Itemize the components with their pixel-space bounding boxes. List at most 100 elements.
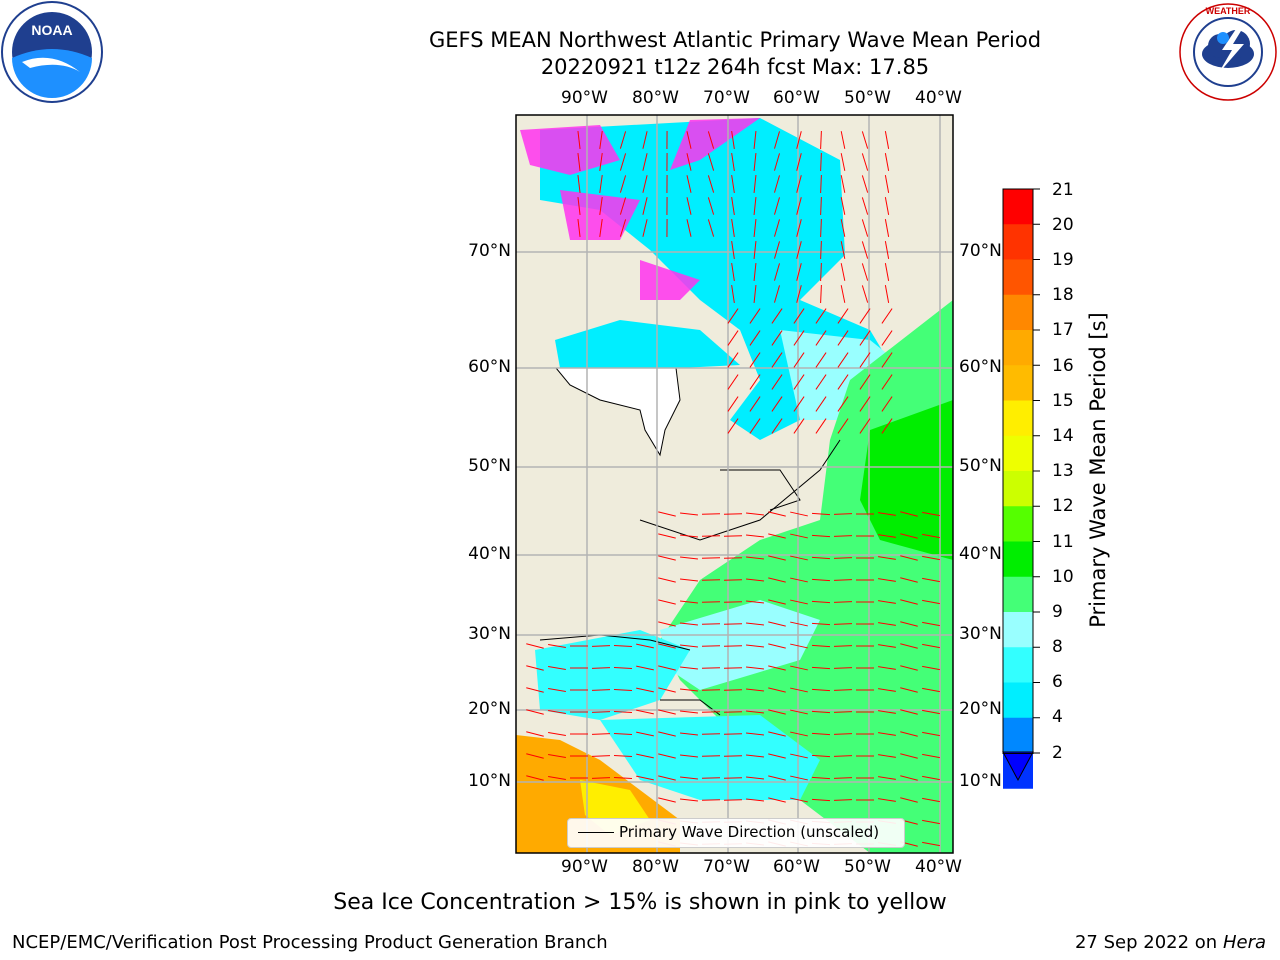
wave-direction-arrow bbox=[840, 175, 846, 193]
wave-direction-arrow bbox=[900, 555, 918, 561]
wave-direction-arrow bbox=[745, 644, 765, 648]
wave-direction-arrow bbox=[859, 396, 871, 412]
lon-label-bottom-80w: 80°W bbox=[632, 857, 679, 877]
wave-direction-arrow bbox=[790, 753, 808, 759]
wave-direction-arrow bbox=[613, 666, 633, 670]
wave-direction-arrow bbox=[619, 175, 627, 193]
lon-label-top-50w: 50°W bbox=[844, 88, 891, 108]
wave-direction-arrow bbox=[658, 709, 676, 715]
wave-direction-arrow bbox=[811, 512, 831, 516]
wave-direction-arrow bbox=[833, 777, 853, 779]
wave-direction-arrow bbox=[771, 330, 783, 346]
colorbar-tick: 21 bbox=[1052, 180, 1074, 200]
wave-direction-arrow bbox=[723, 601, 743, 603]
colorbar-tick: 9 bbox=[1052, 602, 1063, 622]
wave-direction-arrow bbox=[811, 556, 831, 560]
wave-direction-arrow bbox=[922, 819, 940, 825]
ocean-cyan-hudson bbox=[555, 320, 740, 368]
wave-direction-arrow bbox=[548, 732, 566, 736]
wave-direction-arrow bbox=[680, 578, 698, 582]
lon-label-bottom-60w: 60°W bbox=[773, 857, 820, 877]
wave-direction-arrow bbox=[768, 533, 786, 539]
wave-direction-arrow bbox=[878, 798, 896, 802]
colorbar-tick: 19 bbox=[1052, 250, 1074, 270]
wave-direction-arrow bbox=[881, 396, 893, 412]
wave-direction-arrow bbox=[881, 330, 893, 346]
wave-direction-arrow bbox=[686, 219, 692, 237]
wave-direction-arrow bbox=[833, 645, 853, 647]
wave-direction-arrow bbox=[900, 533, 918, 539]
wave-direction-arrow bbox=[731, 241, 735, 259]
wave-direction-arrow bbox=[837, 374, 849, 390]
wave-direction-arrow bbox=[577, 153, 581, 171]
wave-direction-arrow bbox=[922, 687, 940, 693]
wave-direction-arrow bbox=[526, 709, 544, 715]
wave-direction-arrow bbox=[658, 511, 676, 517]
wave-direction-arrow bbox=[922, 533, 940, 539]
lat-label-right-70n: 70°N bbox=[959, 241, 1002, 261]
wave-direction-arrow bbox=[591, 645, 611, 647]
wave-direction-arrow bbox=[790, 775, 808, 781]
wave-direction-arrow bbox=[723, 579, 743, 581]
wave-direction-arrow bbox=[811, 600, 831, 604]
wave-direction-arrow bbox=[548, 710, 566, 714]
wave-direction-arrow bbox=[591, 689, 611, 691]
wave-direction-arrow bbox=[793, 396, 805, 412]
wave-direction-arrow bbox=[881, 374, 893, 390]
wave-direction-arrow bbox=[599, 153, 603, 171]
wave-direction-arrow bbox=[790, 731, 808, 737]
wave-direction-arrow bbox=[619, 153, 627, 171]
wave-direction-arrow bbox=[680, 732, 698, 736]
wave-direction-arrow bbox=[811, 622, 831, 626]
wave-direction-arrow bbox=[793, 374, 805, 390]
wave-direction-arrow bbox=[745, 512, 765, 516]
wave-direction-arrow bbox=[900, 577, 918, 583]
wave-direction-arrow bbox=[820, 130, 822, 150]
wave-direction-arrow bbox=[745, 754, 765, 758]
wave-direction-arrow bbox=[771, 308, 783, 324]
wave-direction-arrow bbox=[881, 352, 893, 368]
wave-direction-arrow bbox=[731, 263, 735, 281]
wave-direction-arrow bbox=[811, 754, 831, 758]
wave-direction-arrow bbox=[745, 732, 765, 736]
wave-direction-arrow bbox=[636, 775, 654, 781]
wave-direction-arrow bbox=[900, 599, 918, 605]
wave-direction-arrow bbox=[878, 666, 896, 670]
wave-direction-arrow bbox=[642, 219, 648, 237]
wave-direction-arrow bbox=[642, 197, 648, 215]
wave-direction-arrow bbox=[833, 601, 853, 603]
wave-direction-arrow bbox=[548, 666, 566, 670]
ocean-green-dark bbox=[860, 400, 953, 560]
colorbar-title: Primary Wave Mean Period [s] bbox=[1086, 312, 1110, 628]
sea-ice-area bbox=[560, 190, 640, 240]
wave-direction-arrow bbox=[723, 777, 743, 779]
wave-direction-arrow bbox=[861, 197, 869, 215]
wave-direction-arrow bbox=[680, 622, 698, 626]
wave-direction-arrow bbox=[749, 396, 761, 412]
wave-direction-arrow bbox=[745, 710, 765, 714]
wave-direction-arrow bbox=[790, 709, 808, 715]
wave-direction-arrow bbox=[900, 797, 918, 803]
wave-direction-arrow bbox=[680, 556, 698, 560]
wave-direction-arrow bbox=[745, 600, 765, 604]
wave-direction-arrow bbox=[642, 175, 648, 193]
nws-logo: WEATHER bbox=[1179, 3, 1277, 101]
colorbar bbox=[1002, 188, 1040, 789]
wave-direction-arrow bbox=[840, 219, 846, 237]
footer-date-text: 27 Sep 2022 on bbox=[1074, 932, 1218, 953]
wave-direction-arrow bbox=[820, 152, 822, 172]
colorbar-tick: 6 bbox=[1052, 672, 1063, 692]
wave-direction-arrow bbox=[900, 511, 918, 517]
wave-direction-arrow bbox=[774, 175, 780, 193]
wave-direction-arrow bbox=[591, 755, 611, 757]
wave-direction-arrow bbox=[861, 175, 869, 193]
wave-direction-arrow bbox=[859, 330, 871, 346]
wave-direction-arrow bbox=[658, 599, 676, 605]
wave-direction-arrow bbox=[922, 753, 940, 759]
wave-direction-arrow bbox=[745, 798, 765, 802]
wave-direction-arrow bbox=[811, 534, 831, 538]
wave-direction-arrow bbox=[731, 285, 735, 303]
wave-direction-arrow bbox=[577, 197, 581, 215]
coastline bbox=[639, 439, 841, 541]
